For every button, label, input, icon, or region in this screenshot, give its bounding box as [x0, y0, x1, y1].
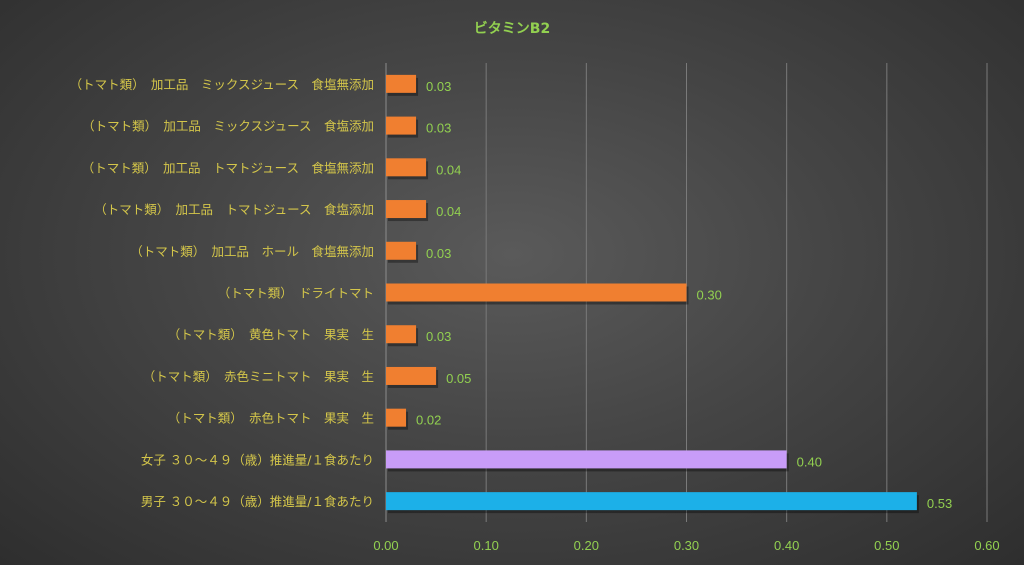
chart-title: ビタミンB2 — [474, 21, 550, 37]
category-label: （トマト類） 加工品 ミックスジュース 食塩無添加 — [70, 77, 374, 92]
bar — [386, 408, 407, 427]
data-label: 0.03 — [426, 329, 451, 344]
x-tick-label: 0.20 — [574, 538, 599, 553]
x-tick-label: 0.60 — [974, 538, 999, 553]
x-tick-label: 0.00 — [373, 538, 398, 553]
category-label: （トマト類） 加工品 ホール 食塩無添加 — [130, 244, 374, 259]
data-label: 0.30 — [697, 288, 722, 303]
bar — [386, 116, 417, 135]
category-label: （トマト類） 黄色トマト 果実 生 — [168, 327, 374, 342]
category-label: （トマト類） 加工品 トマトジュース 食塩無添加 — [82, 160, 374, 175]
data-label: 0.03 — [426, 121, 451, 136]
bar — [386, 492, 917, 511]
category-label: （トマト類） 加工品 トマトジュース 食塩添加 — [94, 202, 374, 217]
data-label: 0.40 — [797, 454, 822, 469]
x-tick-label: 0.30 — [674, 538, 699, 553]
data-label: 0.04 — [436, 204, 461, 219]
x-tick-label: 0.50 — [874, 538, 899, 553]
bar — [386, 325, 417, 344]
bar — [386, 200, 427, 219]
category-label: （トマト類） 赤色トマト 果実 生 — [168, 411, 374, 426]
x-tick-label: 0.10 — [474, 538, 499, 553]
labels: 0.00 0.10 0.20 0.30 0.40 0.50 0.60 （トマト類） 加工品 ミ… — [70, 77, 1000, 553]
data-label: 0.53 — [927, 496, 952, 511]
bar — [386, 450, 787, 469]
data-label: 0.03 — [426, 79, 451, 94]
category-label: （トマト類） 加工品 ミックスジュース 食塩添加 — [82, 119, 374, 134]
data-label: 0.04 — [436, 162, 461, 177]
bars — [386, 74, 919, 514]
data-label: 0.02 — [416, 413, 441, 428]
bar — [386, 74, 417, 93]
x-tick-label: 0.40 — [774, 538, 799, 553]
category-label: （トマト類） 赤色ミニトマト 果実 生 — [143, 369, 374, 384]
bar — [386, 158, 427, 177]
category-label: （トマト類） ドライトマト — [218, 286, 374, 301]
bar — [386, 366, 437, 385]
bar — [386, 241, 417, 260]
data-label: 0.05 — [446, 371, 471, 386]
bar — [386, 283, 687, 302]
category-label: 女子 ３０～４９（歳）推進量/１食あたり — [141, 452, 374, 467]
data-label: 0.03 — [426, 246, 451, 261]
category-label: 男子 ３０～４９（歳）推進量/１食あたり — [141, 494, 374, 509]
